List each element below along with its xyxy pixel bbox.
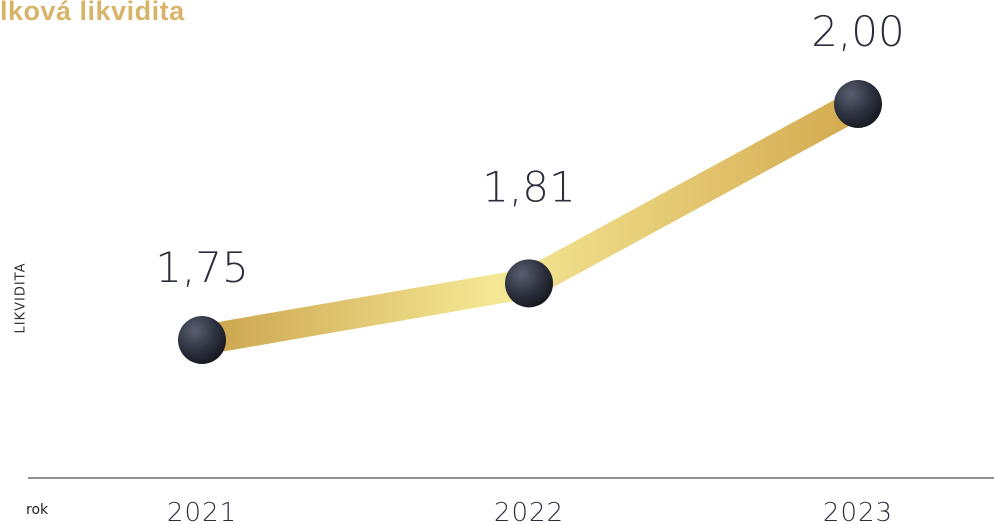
x-tick-label-2021: 2021 [167,498,237,524]
x-tick-label-2023: 2023 [823,498,893,524]
x-tick-label-2022: 2022 [494,498,564,524]
data-point-2022 [505,259,553,308]
chart-title: lková likvidita [0,0,185,26]
data-label-2021: 1,75 [155,243,249,292]
x-axis-label: rok [26,502,49,518]
data-point-2023 [834,80,882,128]
data-label-2022: 1,81 [482,162,576,211]
data-label-2023: 2,00 [811,7,905,56]
data-point-2021 [178,316,226,364]
